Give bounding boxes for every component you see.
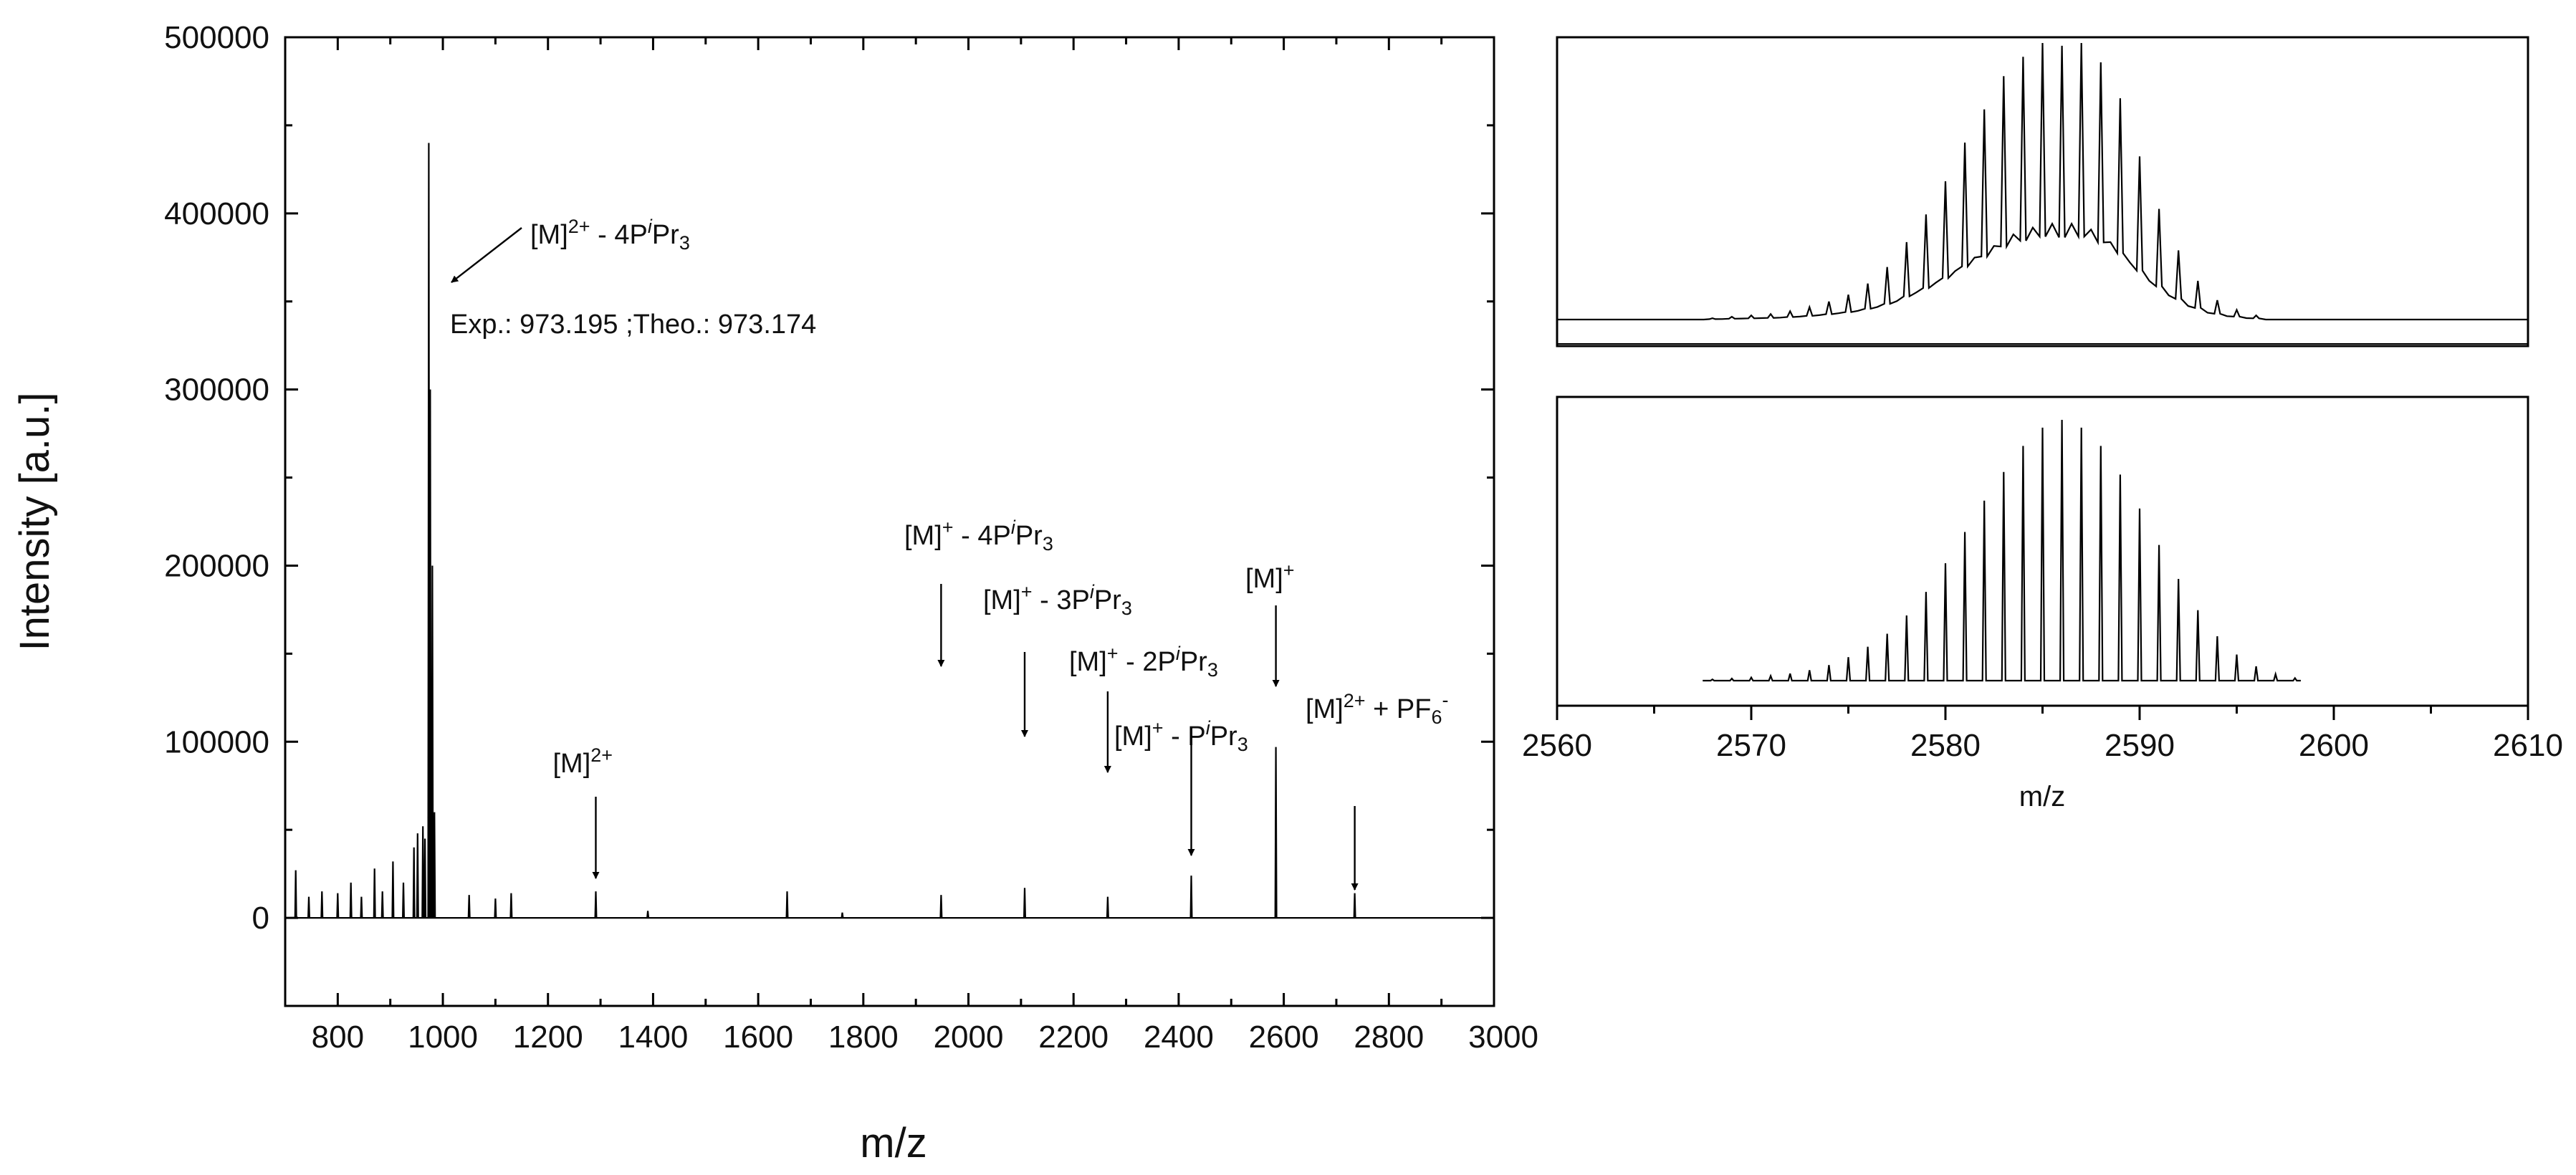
peak-label-m-3p: [M]+ - 3PiPr3 [983, 581, 1132, 619]
inset-top-frame [1556, 36, 2529, 347]
y-tick-label: 200000 [164, 548, 269, 583]
main-axes: 800 1000 1200 1400 1600 1800 2000 2200 2400 2600 2… [164, 20, 1538, 1055]
spectrum-trace [285, 143, 1494, 919]
y-tick-label: 100000 [164, 724, 269, 759]
inset-x-tick-label: 2560 [1522, 728, 1592, 763]
x-tick-label: 1600 [723, 1020, 793, 1055]
x-tick-label: 1800 [828, 1020, 899, 1055]
inset-bottom-spectrum [1703, 419, 2301, 682]
x-tick-label: 2200 [1038, 1020, 1109, 1055]
x-tick-label: 1000 [408, 1020, 478, 1055]
inset-x-tick-label: 2570 [1716, 728, 1786, 763]
y-tick-label: 400000 [164, 196, 269, 231]
inset-x-axis: 2560 2570 2580 2590 2600 2610 [1522, 706, 2563, 763]
x-tick-label: 1400 [618, 1020, 688, 1055]
inset-x-axis-title: m/z [2019, 781, 2065, 812]
inset-x-tick-label: 2590 [2105, 728, 2175, 763]
y-tick-label: 0 [252, 901, 269, 936]
x-tick-label: 2800 [1354, 1020, 1424, 1055]
inset-bottom-trace [1703, 419, 2301, 682]
inset-top-spectrum [1557, 42, 2528, 345]
inset-x-tick-label: 2580 [1910, 728, 1981, 763]
peak-arrow-973 [451, 227, 522, 283]
main-y-axis-title: Intensity [a.u.] [11, 392, 58, 651]
main-plot-frame [284, 36, 1495, 1007]
x-tick-label: 2400 [1144, 1020, 1214, 1055]
isotope-pattern-insets: 2560 2570 2580 2590 2600 2610 m/z [1522, 36, 2563, 812]
x-tick-label: 1200 [513, 1020, 583, 1055]
exp-theo-label: Exp.: 973.195 ;Theo.: 973.174 [450, 310, 816, 340]
peak-label-m-2p: [M]+ - 2PiPr3 [1069, 643, 1218, 681]
inset-top-trace [1557, 42, 2528, 321]
main-spectrum-peaks [285, 143, 1494, 919]
peak-label-m2plus: [M]2+ [552, 744, 613, 779]
main-x-axis-title: m/z [860, 1120, 927, 1166]
peak-label-973: [M]2+ - 4PiPr3 [530, 216, 690, 254]
x-tick-label: 3000 [1468, 1020, 1538, 1055]
peak-label-pf6: [M]2+ + PF6- [1306, 689, 1448, 728]
peak-label-m-1p: [M]+ - PiPr3 [1114, 717, 1248, 755]
inset-x-tick-label: 2600 [2299, 728, 2369, 763]
inset-x-tick-label: 2610 [2493, 728, 2563, 763]
peak-label-m-plus: [M]+ [1245, 560, 1295, 594]
x-tick-label: 800 [312, 1020, 364, 1055]
x-tick-label: 2000 [934, 1020, 1004, 1055]
y-tick-label: 300000 [164, 373, 269, 408]
main-spectrum-plot: 800 1000 1200 1400 1600 1800 2000 2200 2400 2600 2… [11, 20, 1538, 1166]
peak-label-m-4p: [M]+ - 4PiPr3 [904, 517, 1053, 555]
x-tick-label: 2600 [1249, 1020, 1319, 1055]
peak-annotations: [M]2+ - 4PiPr3 Exp.: 973.195 ;Theo.: 973.… [450, 216, 1448, 891]
y-tick-label: 500000 [164, 20, 269, 55]
